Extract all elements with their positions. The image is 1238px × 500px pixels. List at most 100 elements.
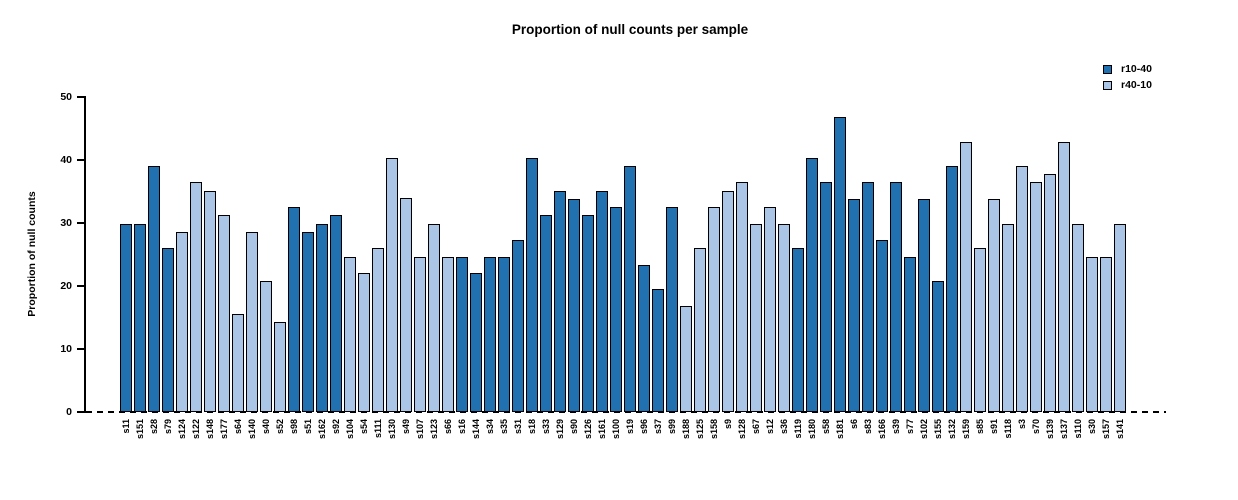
x-tick-label-s83: s83 — [863, 419, 873, 435]
bar-s99 — [666, 206, 678, 412]
y-tick-label-50: 50 — [60, 90, 72, 103]
y-tick-mark-50 — [77, 95, 84, 98]
x-tick-label-s162: s162 — [317, 419, 327, 440]
bar-s122 — [190, 182, 202, 412]
bar-s180 — [806, 158, 818, 412]
bar-s90 — [568, 198, 580, 412]
x-tick-label-s16: s16 — [457, 419, 467, 435]
bar-s140 — [246, 232, 258, 412]
x-tick-label-s91: s91 — [989, 419, 999, 435]
bar-s11 — [120, 223, 132, 412]
y-tick-label-0: 0 — [66, 406, 72, 418]
x-tick-label-s99: s99 — [667, 419, 677, 435]
bar-s64 — [232, 313, 244, 412]
x-tick-label-s151: s151 — [135, 419, 145, 440]
bar-s119 — [792, 247, 804, 412]
bar-s110 — [1072, 223, 1084, 412]
bar-s124 — [176, 232, 188, 412]
bar-s148 — [204, 191, 216, 412]
x-tick-label-s122: s122 — [191, 419, 201, 440]
y-tick-mark-40 — [77, 158, 84, 161]
x-tick-label-s49: s49 — [401, 419, 411, 435]
x-tick-label-s128: s128 — [737, 419, 747, 440]
bar-s18 — [526, 158, 538, 412]
x-tick-label-s137: s137 — [1059, 419, 1069, 440]
x-tick-label-s161: s161 — [597, 419, 607, 440]
x-tick-label-s139: s139 — [1045, 419, 1055, 440]
bar-s91 — [988, 198, 1000, 412]
bar-s100 — [610, 206, 622, 412]
x-tick-label-s144: s144 — [471, 419, 481, 440]
x-tick-label-s181: s181 — [835, 419, 845, 440]
bar-s37 — [652, 288, 664, 412]
x-tick-label-s40: s40 — [261, 419, 271, 435]
bar-s49 — [400, 198, 412, 412]
bar-s28 — [148, 165, 160, 412]
bar-s107 — [414, 256, 426, 412]
y-tick-label-10: 10 — [60, 342, 72, 355]
bar-s177 — [218, 215, 230, 412]
bar-s31 — [512, 239, 524, 412]
x-tick-label-s124: s124 — [177, 419, 187, 440]
bar-s157 — [1100, 256, 1112, 412]
bar-s39 — [890, 181, 902, 412]
bar-s161 — [596, 191, 608, 412]
x-tick-label-s96: s96 — [639, 419, 649, 435]
x-tick-label-s18: s18 — [527, 419, 537, 435]
x-tick-label-s51: s51 — [303, 419, 313, 435]
bar-s162 — [316, 223, 328, 412]
legend: r10-40 r40-10 — [1103, 61, 1152, 93]
bar-s125 — [694, 247, 706, 412]
x-tick-label-s107: s107 — [415, 419, 425, 440]
x-tick-label-s125: s125 — [695, 419, 705, 440]
bar-s6 — [848, 198, 860, 412]
bar-s79 — [162, 247, 174, 412]
x-tick-label-s118: s118 — [1003, 419, 1013, 439]
bar-s129 — [554, 191, 566, 412]
x-tick-label-s12: s12 — [765, 419, 775, 435]
x-tick-label-s158: s158 — [709, 419, 719, 440]
x-tick-label-s98: s98 — [289, 419, 299, 435]
x-tick-label-s90: s90 — [569, 419, 579, 435]
bar-s102 — [918, 198, 930, 412]
bar-s118 — [1002, 223, 1014, 412]
bar-s77 — [904, 256, 916, 412]
bar-s159 — [960, 141, 972, 412]
bar-s155 — [932, 280, 944, 412]
legend-swatch-light-blue — [1103, 80, 1112, 90]
x-tick-label-s180: s180 — [807, 419, 817, 440]
bar-s70 — [1030, 181, 1042, 412]
legend-swatch-dark-blue — [1103, 64, 1112, 74]
x-tick-label-s36: s36 — [779, 419, 789, 435]
x-tick-label-s157: s157 — [1101, 419, 1111, 440]
bar-s85 — [974, 247, 986, 412]
bar-s12 — [764, 206, 776, 412]
bar-s51 — [302, 232, 314, 412]
x-tick-label-s141: s141 — [1115, 419, 1125, 440]
bar-s104 — [344, 256, 356, 412]
legend-item-r40-10: r40-10 — [1103, 77, 1152, 93]
x-tick-label-s110: s110 — [1073, 419, 1083, 439]
bar-s30 — [1086, 256, 1098, 412]
bar-s40 — [260, 280, 272, 412]
bar-s151 — [134, 223, 146, 412]
bar-s144 — [470, 272, 482, 412]
bar-s66 — [442, 256, 454, 412]
bar-s132 — [946, 165, 958, 412]
x-tick-label-s35: s35 — [499, 419, 509, 435]
x-tick-label-s39: s39 — [891, 419, 901, 435]
bar-s3 — [1016, 165, 1028, 412]
bar-s137 — [1058, 141, 1070, 412]
bar-s181 — [834, 116, 846, 412]
y-tick-label-20: 20 — [60, 279, 72, 292]
x-tick-label-s123: s123 — [429, 419, 439, 440]
bar-s188 — [680, 305, 692, 412]
bar-s128 — [736, 181, 748, 412]
x-tick-label-s31: s31 — [513, 419, 523, 435]
chart-title: Proportion of null counts per sample — [511, 22, 749, 37]
x-tick-label-s132: s132 — [947, 419, 957, 440]
bar-s19 — [624, 165, 636, 412]
x-tick-label-s34: s34 — [485, 419, 495, 435]
x-tick-label-s3: s3 — [1017, 419, 1027, 430]
x-tick-label-s28: s28 — [149, 419, 159, 435]
